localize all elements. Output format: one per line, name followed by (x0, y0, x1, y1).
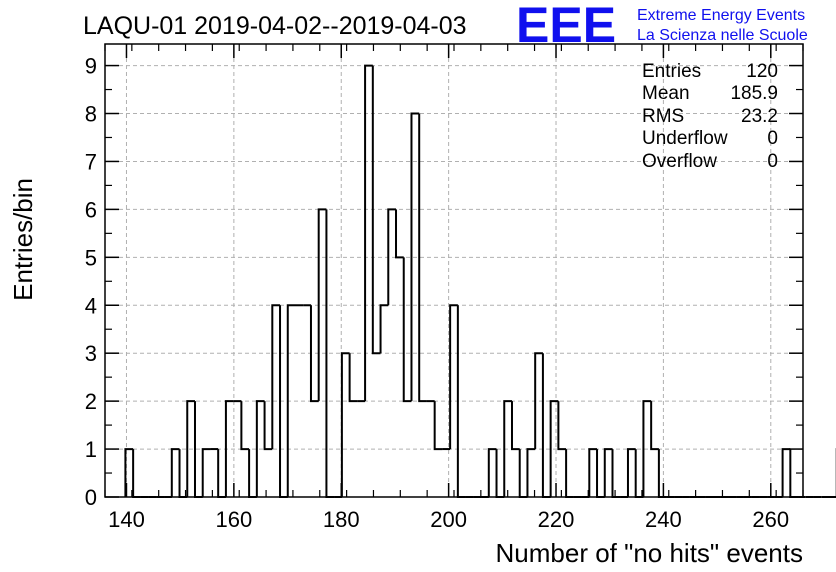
y-tick-label: 8 (85, 102, 97, 127)
histogram-bin (317, 208, 327, 402)
grid (105, 44, 803, 497)
y-tick-label: 2 (85, 389, 97, 414)
histogram-bin (132, 449, 141, 498)
histogram-bin (596, 449, 605, 498)
histogram-bin (340, 352, 350, 497)
histogram-bin (309, 305, 319, 403)
histogram-bin (634, 449, 644, 498)
histogram-bin (549, 400, 559, 497)
histogram-bin (240, 401, 250, 451)
histogram-bin (410, 112, 420, 402)
stats-rms-value: 23.2 (741, 106, 778, 127)
histogram-bin (510, 401, 520, 451)
histogram-bin (541, 353, 551, 498)
histogram-bin (402, 257, 412, 403)
histogram-bin (565, 449, 574, 498)
histogram-bin (433, 401, 443, 451)
histogram-bin (518, 449, 528, 498)
x-axis-label: Number of "no hits" events (496, 538, 804, 568)
stats-box: Entries 120 Mean 185.9 RMS 23.2 Underflo… (642, 61, 778, 172)
histogram-bin (781, 448, 791, 497)
plot-frame (104, 43, 804, 498)
y-tick-label: 4 (85, 293, 97, 318)
x-tick-label: 200 (430, 507, 467, 532)
histogram-bin (255, 400, 265, 497)
logo-line-2: La Scienza nelle Scuole (637, 27, 808, 44)
histogram-bin (364, 64, 373, 402)
histogram-bin (642, 400, 652, 497)
stats-rms-label: RMS (642, 106, 684, 127)
stats-underflow-value: 0 (767, 128, 778, 149)
x-tick-label: 160 (216, 507, 253, 532)
histogram-bin (395, 209, 404, 259)
histogram-bin (224, 400, 234, 497)
y-tick-label: 7 (85, 149, 97, 174)
histogram-bin (526, 448, 536, 497)
histogram-bin (201, 448, 211, 497)
stats-mean-label: Mean (642, 83, 690, 104)
y-axis-label: Entries/bin (8, 178, 38, 301)
y-tick-label: 5 (85, 245, 97, 270)
y-tick-label: 9 (85, 54, 97, 79)
histogram-bin (124, 448, 134, 497)
y-tick-label: 0 (85, 485, 97, 510)
histogram-bin (170, 448, 180, 497)
logo: EEE Extreme Energy Events La Scienza nel… (516, 0, 808, 53)
x-axis: 140 160 180 200 220 240 260 (104, 44, 804, 532)
x-tick-label: 220 (538, 507, 575, 532)
histogram-bin (186, 400, 195, 497)
histogram-bin (588, 448, 598, 497)
histogram-bin (217, 449, 226, 498)
stats-entries-label: Entries (642, 61, 701, 82)
histogram-bin (263, 401, 273, 451)
histogram-bin (557, 401, 567, 451)
chart-title: LAQU-01 2019-04-02--2019-04-03 (83, 12, 467, 40)
histogram-bin (487, 448, 497, 497)
histogram-bin (379, 304, 389, 354)
histogram-bin (449, 304, 458, 450)
logo-line-1: Extreme Energy Events (637, 7, 805, 24)
histogram-bin (286, 304, 296, 497)
histogram-bin (348, 353, 358, 403)
histogram-bin (534, 352, 543, 450)
histogram-bin (271, 304, 281, 450)
x-tick-label: 260 (752, 507, 789, 532)
histogram-bin (650, 401, 659, 451)
y-axis: 0 1 2 3 4 5 6 7 8 9 (85, 54, 803, 510)
stats-underflow-label: Underflow (642, 128, 728, 149)
x-tick-label: 140 (108, 507, 145, 532)
histogram-bin (611, 449, 621, 498)
histogram-bin (626, 448, 636, 497)
stats-mean-value: 185.9 (730, 83, 778, 104)
y-tick-label: 3 (85, 341, 97, 366)
histogram-bin (603, 448, 613, 497)
x-tick-label: 240 (645, 507, 682, 532)
y-tick-label: 6 (85, 197, 97, 222)
histogram-bin (418, 113, 427, 403)
histogram-bin (248, 449, 257, 498)
stats-entries-value: 120 (746, 61, 778, 82)
histogram-bin (495, 449, 505, 498)
histogram-bin (371, 65, 381, 355)
stats-overflow-value: 0 (767, 151, 778, 172)
histogram-bin (503, 400, 512, 497)
histogram-bin (178, 449, 188, 498)
y-tick-label: 1 (85, 437, 97, 462)
logo-mark: EEE (516, 0, 616, 53)
x-tick-label: 180 (323, 507, 360, 532)
histogram-bars (124, 64, 836, 498)
stats-overflow-label: Overflow (642, 151, 717, 172)
histogram-bin (387, 208, 397, 306)
